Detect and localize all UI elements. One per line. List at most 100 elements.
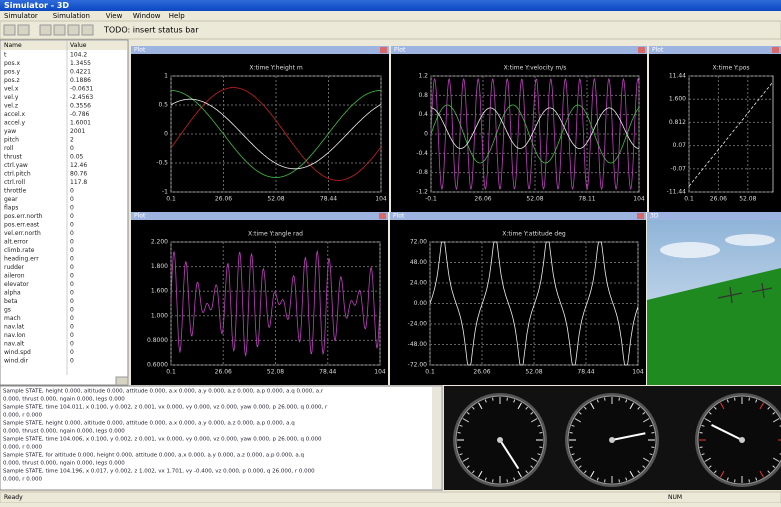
variable-value: 1.3455 [70,60,91,67]
plot-window-title: Plot [134,47,146,54]
y-tick-label: 0.812 [669,119,686,126]
gauge-tick [493,479,494,482]
x-tick-label: -0.1 [425,196,437,203]
x-tick-label: 0.1 [166,369,176,376]
menu-item[interactable]: Simulation [53,12,90,20]
log-line: Sample STATE, time 104.006, x 0.100, y 0… [3,437,322,443]
gauge-tick [619,479,620,482]
x-tick-label: 26.06 [474,196,491,203]
variable-value: 0 [70,358,74,365]
log-line: Sample STATE, for altitude 0.000, height… [3,453,304,459]
gauge-tick [700,447,703,448]
x-tick-label: 26.06 [215,196,232,203]
variable-value: 117.8 [70,179,87,186]
y-tick-label: -0.4 [416,150,428,157]
variable-name: nav.alt [4,341,25,348]
column-header: Name [4,42,22,49]
log-line: 0.000, thrust 0.000, ngain 0.000, legs 0… [3,461,125,467]
child-title-bar [390,212,646,220]
variable-name: gs [4,307,11,314]
plot-caption: X:time Y:pos [712,65,749,72]
variable-value: 1.6001 [70,120,91,127]
plot-window-title: Plot [393,213,405,220]
variable-name: vel.err.north [4,230,41,237]
y-tick-label: 0.00 [414,300,428,307]
variable-name: flaps [4,205,18,212]
menu-item[interactable]: View [106,12,123,20]
close-button[interactable] [772,47,779,53]
variable-value: 0 [70,273,74,280]
variable-value: 0 [70,213,74,220]
plot-window-title: Plot [394,47,406,54]
y-tick-label: 11.44 [669,73,686,80]
log-line: 0.000, r 0.000 [3,445,42,451]
y-tick-label: 1.000 [151,312,168,319]
variable-name: wind.spd [4,349,31,356]
app-window: Simulator - 3D SimulatorSimulationViewWi… [0,0,781,503]
gauge-tick [507,398,508,401]
variable-name: throttle [4,188,27,195]
y-tick-label: 0 [424,131,428,138]
tool-button[interactable] [54,25,65,35]
variable-value: 0 [70,230,74,237]
gauge-tick [749,479,750,482]
menu-item[interactable]: Window [133,12,161,20]
log-scrollbar[interactable] [432,387,441,489]
y-tick-label: -1 [162,189,168,196]
close-button[interactable] [379,213,386,219]
variable-name: ctrl.yaw [4,162,28,169]
plot-background [131,54,389,212]
y-tick-label: -48.00 [408,341,428,348]
plot-window: PlotX:time Y:pos11.441.6000.8120.07-0.07… [649,46,781,212]
tool-button[interactable] [82,25,93,35]
variable-value: -0.0631 [70,86,93,93]
close-button[interactable] [637,213,644,219]
gauge-tick [700,433,703,434]
tool-button[interactable] [40,25,51,35]
x-tick-label: 26.06 [473,369,490,376]
menu-item[interactable]: Help [169,12,186,20]
tool-button[interactable] [68,25,79,35]
variable-name: accel.y [4,120,26,127]
variable-value: 0 [70,264,74,271]
variable-value: 2 [70,137,74,144]
variable-name: nav.lat [4,324,25,331]
plot-background [131,220,388,385]
gauge-tick [458,433,461,434]
log-line: 0.000, r 0.000 [3,477,42,483]
plot-window: PlotX:time Y:velocity m/s1.20.80.40-0.4-… [391,46,647,212]
view-3d-window: 3D [647,212,781,385]
variable-name: nav.lon [4,332,26,339]
variable-name: climb.rate [4,247,35,254]
gauge-tick [735,398,736,401]
y-tick-label: -72.00 [408,362,428,369]
variable-value: 80.76 [70,171,87,178]
y-tick-label: 72.00 [410,239,427,246]
x-tick-label: 78.44 [577,369,594,376]
variable-value: 0 [70,205,74,212]
variable-value: 0 [70,324,74,331]
y-tick-label: 0.5 [158,102,168,109]
variable-value: 0 [70,307,74,314]
log-line: Sample STATE, height 0.000, altitude 0.0… [3,421,295,427]
close-button[interactable] [380,47,387,53]
y-tick-label: 1.800 [151,263,168,270]
status-right: NUM [668,494,682,501]
title-bar [0,0,781,11]
variable-name: pos.y [4,69,21,76]
y-tick-label: 1.2 [418,73,428,80]
menu-item[interactable]: Simulator [4,12,38,20]
scroll-button[interactable] [116,377,128,385]
variable-value: 104.2 [70,52,87,59]
y-tick-label: 0 [164,131,168,138]
y-tick-label: 1.600 [669,96,686,103]
variable-value: 0 [70,315,74,322]
plot-background [390,220,646,385]
tool-button[interactable] [18,25,29,35]
gauge-tick [539,447,542,448]
column-header: Value [70,42,87,49]
close-button[interactable] [638,47,645,53]
y-tick-label: -24.00 [408,321,428,328]
cloud [725,234,775,246]
tool-button[interactable] [4,25,15,35]
